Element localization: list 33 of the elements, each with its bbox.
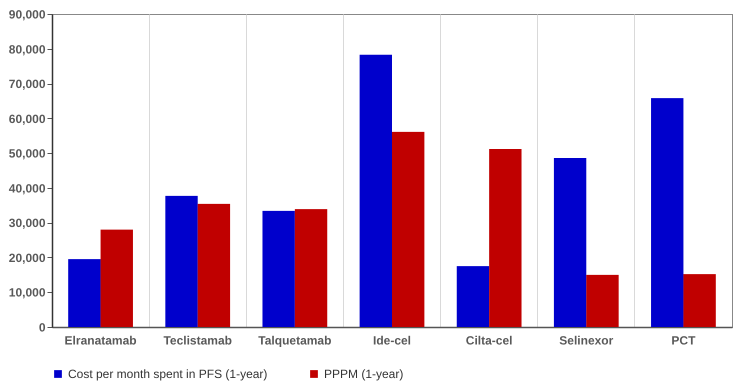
bar: [165, 196, 198, 327]
y-tick-label: 40,000: [8, 181, 46, 196]
y-tick-label: 90,000: [8, 8, 46, 22]
y-tick-label: 30,000: [8, 216, 46, 230]
x-tick-label: Selinexor: [559, 334, 614, 348]
bar: [198, 204, 230, 327]
y-tick-label: 80,000: [8, 42, 46, 56]
bar: [456, 266, 490, 327]
y-tick-label: 50,000: [8, 146, 46, 161]
legend-label: Cost per month spent in PFS (1-year): [68, 367, 268, 381]
bar: [554, 158, 586, 327]
x-tick-label: Talquetamab: [258, 334, 332, 348]
bar: [360, 54, 392, 327]
bar: [294, 209, 328, 327]
bar: [683, 274, 716, 327]
bar: [100, 230, 133, 327]
x-tick-label: Teclistamab: [163, 334, 232, 348]
bar: [392, 132, 424, 327]
x-tick-label: PCT: [671, 334, 696, 348]
y-tick-label: 0: [38, 320, 46, 334]
x-tick-label: Cilta-cel: [466, 334, 512, 348]
bar: [651, 98, 684, 327]
y-tick-label: 60,000: [8, 112, 46, 126]
legend-label: PPPM (1-year): [324, 367, 404, 381]
bar: [262, 210, 295, 327]
y-tick-label: 70,000: [8, 77, 46, 92]
bar: [586, 274, 619, 327]
x-tick-label: Ide-cel: [372, 334, 412, 348]
bar: [489, 148, 522, 327]
bar: [68, 259, 101, 327]
y-tick-label: 20,000: [8, 250, 46, 265]
y-tick-label: 10,000: [8, 286, 46, 300]
x-tick-label: Elranatamab: [64, 334, 137, 348]
